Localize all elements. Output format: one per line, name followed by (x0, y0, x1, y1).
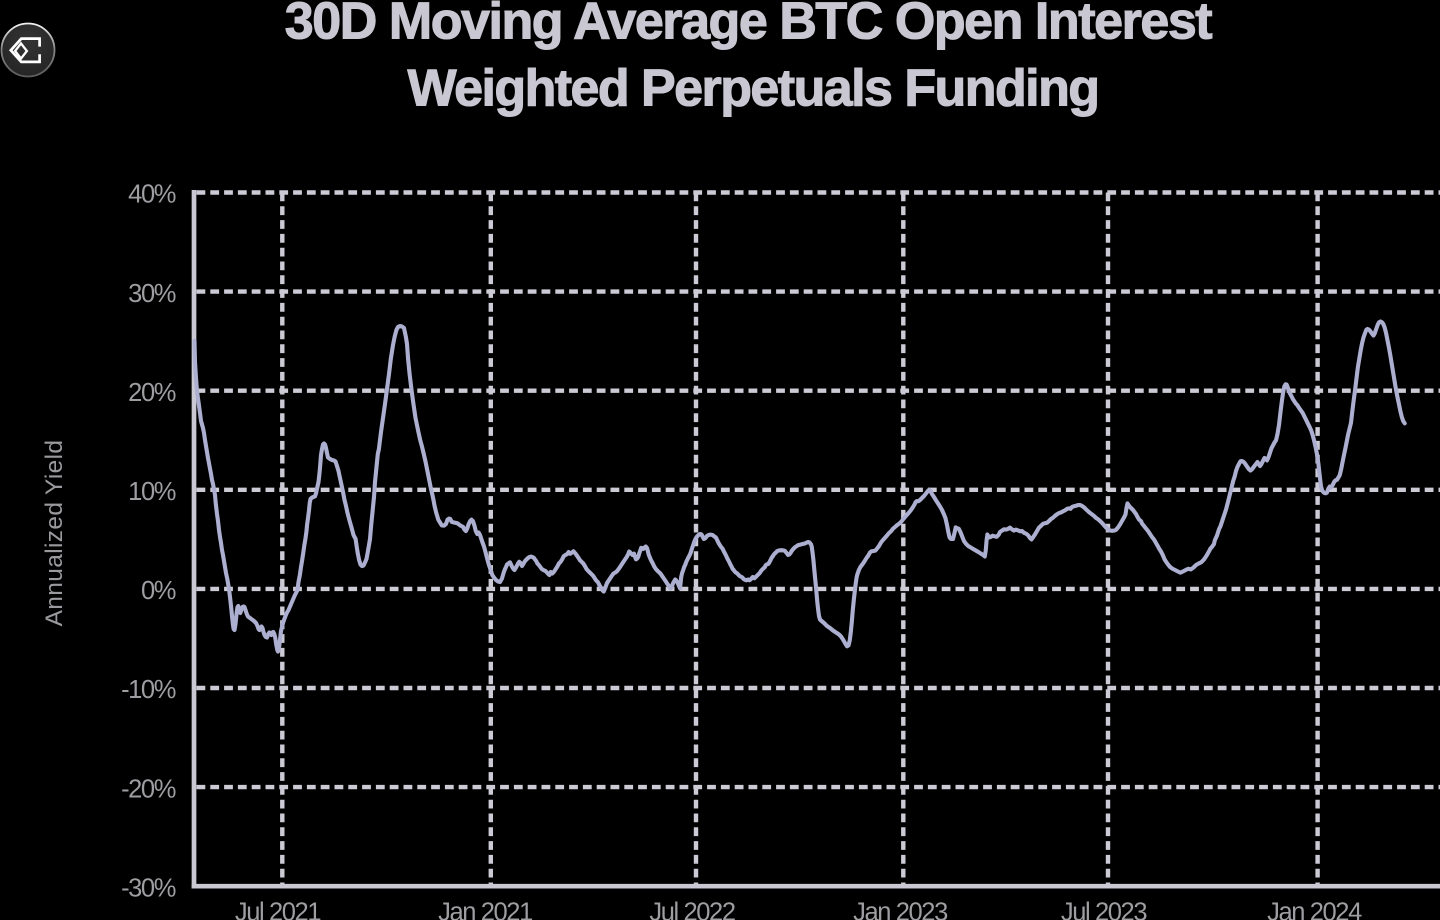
svg-text:40%: 40% (128, 181, 176, 209)
svg-text:10%: 10% (128, 478, 176, 506)
svg-text:Jul 2022: Jul 2022 (649, 899, 734, 920)
svg-text:Jan 2024: Jan 2024 (1267, 899, 1362, 920)
svg-text:Jan 2021: Jan 2021 (438, 899, 532, 920)
svg-text:-30%: -30% (121, 874, 176, 902)
svg-text:-20%: -20% (121, 775, 176, 803)
svg-text:30D Moving Average BTC Open In: 30D Moving Average BTC Open Interest (285, 0, 1213, 51)
svg-text:Annualized Yield: Annualized Yield (41, 440, 68, 627)
svg-text:Weighted Perpetuals Funding: Weighted Perpetuals Funding (408, 60, 1099, 118)
svg-text:Jan 2023: Jan 2023 (853, 899, 948, 920)
svg-text:0%: 0% (141, 577, 176, 605)
svg-text:Jul 2021: Jul 2021 (235, 899, 320, 920)
svg-text:20%: 20% (128, 379, 176, 407)
svg-text:Jul 2023: Jul 2023 (1061, 899, 1147, 920)
svg-text:30%: 30% (128, 280, 176, 308)
svg-text:-10%: -10% (121, 676, 176, 704)
